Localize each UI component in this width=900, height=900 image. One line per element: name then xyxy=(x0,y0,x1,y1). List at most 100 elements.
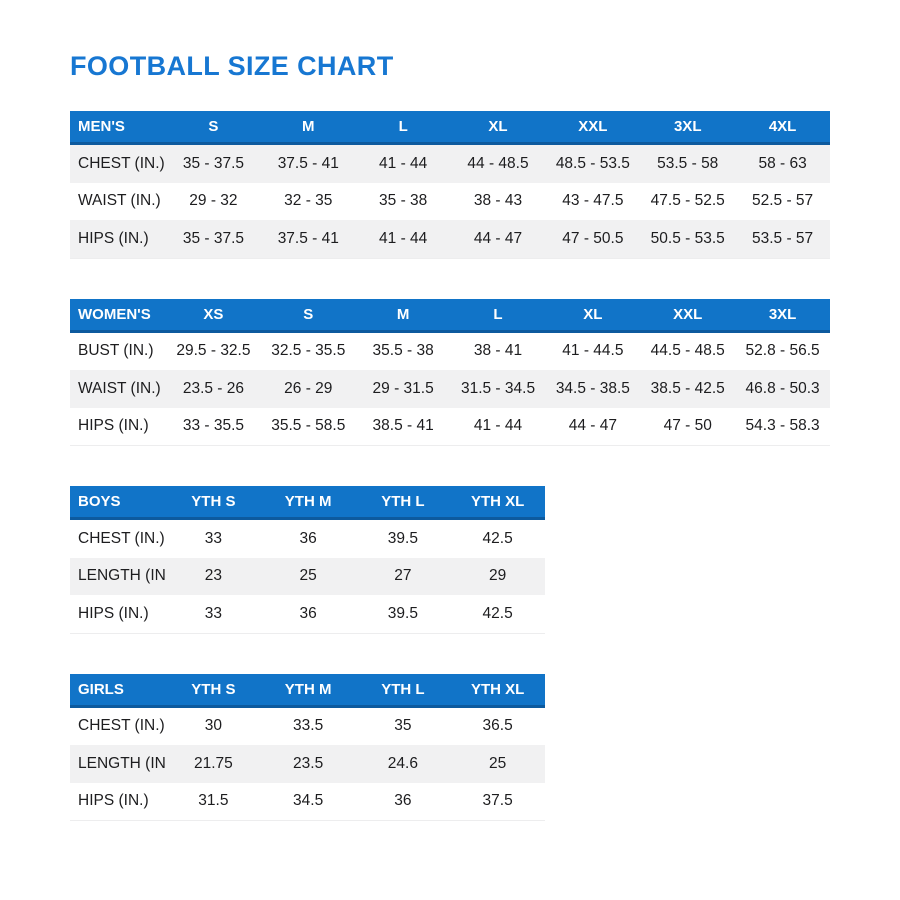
row-label: WAIST (IN.) xyxy=(78,192,161,210)
size-value: 41 - 44.5 xyxy=(562,342,624,360)
size-value: 38 - 43 xyxy=(473,192,523,210)
row-label: CHEST (IN.) xyxy=(78,717,165,735)
size-value: 27 xyxy=(394,567,412,585)
boys-header-size-2: YTH M xyxy=(284,493,332,510)
mens-header-size-6: 3XL xyxy=(673,118,702,135)
womens-row-bust: BUST (IN.) 29.5 - 32.5 32.5 - 35.5 35.5 - 3… xyxy=(70,332,830,370)
size-value: 36 xyxy=(299,604,317,622)
size-value: 44 - 48.5 xyxy=(467,154,529,172)
row-label: CHEST (IN.) xyxy=(78,154,165,172)
boys-header-row: BOYS YTH S YTH M YTH L YTH XL xyxy=(70,486,545,520)
mens-row-waist: WAIST (IN.) 29 - 32 32 - 35 35 - 38 38 - 43 4… xyxy=(70,182,830,220)
row-label: LENGTH (IN.) xyxy=(78,754,166,772)
size-value: 33 xyxy=(204,604,222,622)
size-value: 26 - 29 xyxy=(284,379,333,397)
boys-header-size-4: YTH XL xyxy=(470,493,525,510)
size-value: 38.5 - 42.5 xyxy=(650,379,725,397)
womens-header-row: WOMEN'S XS S M L XL XXL 3XL xyxy=(70,298,830,333)
size-value: 23 xyxy=(204,567,222,585)
size-value: 37.5 - 41 xyxy=(277,154,339,172)
row-label: BUST (IN.) xyxy=(78,342,154,360)
mens-header-size-3: L xyxy=(398,118,408,135)
mens-size-table: MEN'S S M L XL XXL 3XL 4XL CHEST (IN.) 35 - 37.5 3… xyxy=(70,111,830,259)
size-value: 29 xyxy=(489,567,507,585)
size-value: 36.5 xyxy=(482,717,513,735)
womens-header-size-4: L xyxy=(493,305,503,323)
row-label: HIPS (IN.) xyxy=(78,604,149,622)
size-value: 52.8 - 56.5 xyxy=(745,342,820,360)
mens-header-size-4: XL xyxy=(488,118,508,135)
size-value: 38 - 41 xyxy=(473,342,523,360)
row-label: HIPS (IN.) xyxy=(78,229,149,247)
size-value: 37.5 xyxy=(482,792,513,810)
mens-row-hips: HIPS (IN.) 35 - 37.5 37.5 - 41 41 - 44 44 - … xyxy=(70,220,830,258)
size-value: 29.5 - 32.5 xyxy=(176,342,251,360)
girls-header-size-2: YTH M xyxy=(284,680,332,698)
row-label: LENGTH (IN.) xyxy=(78,567,166,585)
womens-header-size-2: S xyxy=(303,305,314,323)
size-value: 44.5 - 48.5 xyxy=(650,342,725,360)
womens-header-size-7: 3XL xyxy=(768,305,797,323)
size-value: 23.5 - 26 xyxy=(182,379,245,397)
womens-row-waist: WAIST (IN.) 23.5 - 26 26 - 29 29 - 31.5 31.5… xyxy=(70,370,830,408)
size-value: 23.5 xyxy=(293,754,324,772)
size-value: 31.5 - 34.5 xyxy=(460,379,536,397)
size-value: 41 - 44 xyxy=(379,154,428,172)
size-value: 32.5 - 35.5 xyxy=(271,342,346,360)
mens-header-size-5: XXL xyxy=(578,118,608,135)
size-value: 35 - 37.5 xyxy=(182,229,245,247)
size-value: 24.6 xyxy=(387,754,418,772)
size-value: 35 xyxy=(394,717,412,735)
size-value: 34.5 xyxy=(293,792,324,810)
womens-header-size-6: XXL xyxy=(673,305,703,323)
size-value: 48.5 - 53.5 xyxy=(555,154,630,172)
size-value: 36 xyxy=(394,792,412,810)
size-value: 50.5 - 53.5 xyxy=(650,229,725,247)
size-value: 41 - 44 xyxy=(473,417,523,435)
size-value: 32 - 35 xyxy=(284,192,333,210)
boys-header-size-1: YTH S xyxy=(191,493,236,510)
size-value: 44 - 47 xyxy=(568,417,617,435)
girls-header-size-3: YTH L xyxy=(381,680,425,698)
size-value: 47 - 50.5 xyxy=(562,229,624,247)
womens-header-size-1: XS xyxy=(203,305,224,323)
size-value: 42.5 xyxy=(482,604,513,622)
size-value: 21.75 xyxy=(193,754,233,772)
womens-header-title: WOMEN'S xyxy=(78,305,151,323)
size-value: 46.8 - 50.3 xyxy=(745,379,820,397)
girls-header-row: GIRLS YTH S YTH M YTH L YTH XL xyxy=(70,673,545,708)
boys-row-chest: CHEST (IN.) 33 36 39.5 42.5 xyxy=(70,520,545,558)
girls-header-title: GIRLS xyxy=(78,680,124,698)
size-value: 33 - 35.5 xyxy=(182,417,245,435)
size-value: 47 - 50 xyxy=(663,417,712,435)
size-value: 37.5 - 41 xyxy=(277,229,339,247)
girls-row-length: LENGTH (IN.) 21.75 23.5 24.6 25 xyxy=(70,745,545,783)
size-value: 58 - 63 xyxy=(758,154,807,172)
size-value: 41 - 44 xyxy=(379,229,428,247)
size-value: 43 - 47.5 xyxy=(562,192,624,210)
size-value: 38.5 - 41 xyxy=(372,417,434,435)
size-value: 54.3 - 58.3 xyxy=(745,417,820,435)
size-value: 44 - 47 xyxy=(473,229,523,247)
size-value: 31.5 xyxy=(198,792,229,810)
womens-header-size-5: XL xyxy=(583,305,603,323)
size-value: 35 - 37.5 xyxy=(182,154,245,172)
mens-row-chest: CHEST (IN.) 35 - 37.5 37.5 - 41 41 - 44 44 -… xyxy=(70,145,830,183)
size-value: 25 xyxy=(299,567,317,585)
size-value: 35 - 38 xyxy=(379,192,428,210)
womens-size-table: WOMEN'S XS S M L XL XXL 3XL BUST (IN.) 29.5 - 32.… xyxy=(70,298,830,446)
boys-size-table: BOYS YTH S YTH M YTH L YTH XL CHEST (IN.) 33 36… xyxy=(70,486,545,634)
boys-row-hips: HIPS (IN.) 33 36 39.5 42.5 xyxy=(70,595,545,633)
size-value: 34.5 - 38.5 xyxy=(555,379,630,397)
size-value: 39.5 xyxy=(387,529,418,547)
girls-row-hips: HIPS (IN.) 31.5 34.5 36 37.5 xyxy=(70,782,545,820)
womens-header-size-3: M xyxy=(396,305,410,323)
row-label: CHEST (IN.) xyxy=(78,529,165,547)
boys-row-length: LENGTH (IN.) 23 25 27 29 xyxy=(70,557,545,595)
row-label: HIPS (IN.) xyxy=(78,417,149,435)
boys-header-title: BOYS xyxy=(78,493,121,510)
size-value: 25 xyxy=(489,754,507,772)
size-value: 29 - 31.5 xyxy=(372,379,434,397)
girls-header-size-4: YTH XL xyxy=(470,680,525,698)
